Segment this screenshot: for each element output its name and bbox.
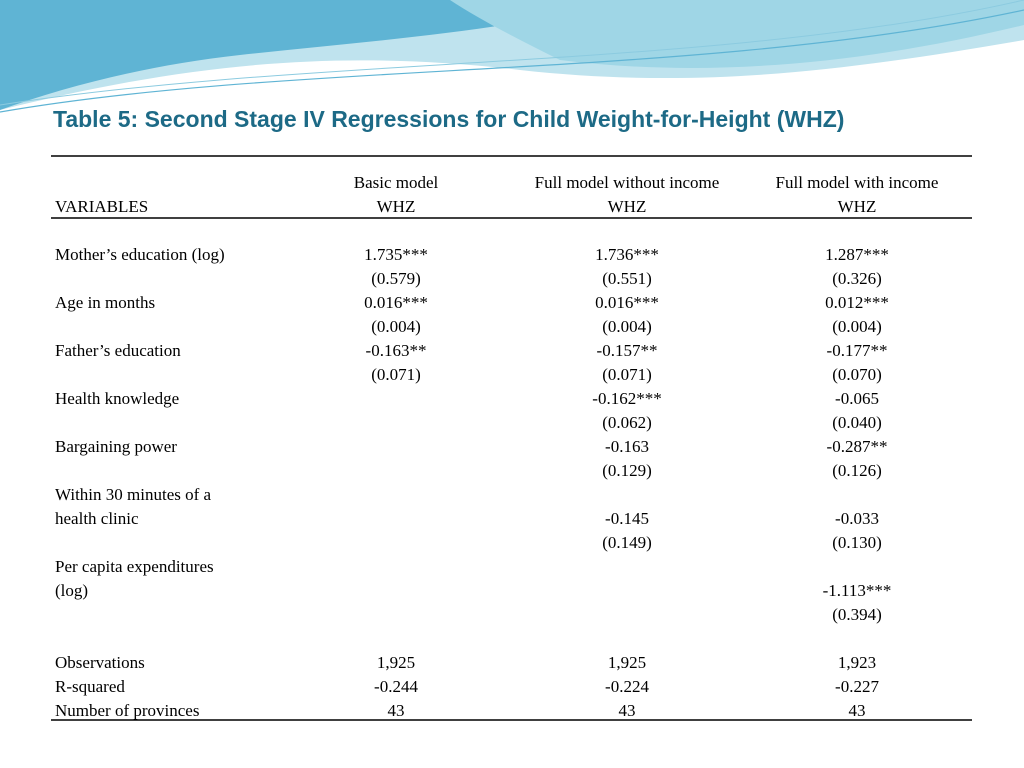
row-cell: -0.162***	[592, 389, 661, 408]
row-label: Per capita expenditures	[55, 557, 214, 576]
wave-line	[0, 9, 1024, 113]
slide-title: Table 5: Second Stage IV Regressions for…	[53, 106, 844, 132]
wave	[0, 0, 620, 110]
row-cell: 0.016***	[364, 293, 428, 312]
header-cell: Full model with income	[776, 173, 939, 192]
row-label: Age in months	[55, 293, 155, 312]
row-cell: -0.287**	[827, 437, 888, 456]
row-cell: (0.130)	[832, 533, 882, 552]
row-cell: -0.145	[605, 509, 649, 528]
row-cell: 1.735***	[364, 245, 428, 264]
row-cell: 1,923	[838, 653, 876, 672]
row-label: Observations	[55, 653, 145, 672]
row-label: R-squared	[55, 677, 125, 696]
row-cell: (0.004)	[832, 317, 882, 336]
row-cell: (0.326)	[832, 269, 882, 288]
row-cell: -0.033	[835, 509, 879, 528]
row-label: Father’s education	[55, 341, 181, 360]
row-cell: (0.129)	[602, 461, 652, 480]
row-label: Within 30 minutes of a	[55, 485, 212, 504]
row-cell: (0.040)	[832, 413, 882, 432]
row-cell: 0.016***	[595, 293, 659, 312]
row-cell: -1.113***	[823, 581, 892, 600]
row-cell: -0.224	[605, 677, 649, 696]
row-cell: -0.065	[835, 389, 879, 408]
row-cell: -0.177**	[827, 341, 888, 360]
row-cell: 0.012***	[825, 293, 889, 312]
row-cell: 1,925	[377, 653, 415, 672]
header-cell: WHZ	[608, 197, 647, 216]
row-cell: (0.004)	[371, 317, 421, 336]
row-cell: 1.287***	[825, 245, 889, 264]
row-cell: 1,925	[608, 653, 646, 672]
row-label: Number of provinces	[55, 701, 199, 720]
row-cell: (0.062)	[602, 413, 652, 432]
wave	[450, 0, 1024, 68]
header-cell: WHZ	[377, 197, 416, 216]
header-label: VARIABLES	[55, 197, 148, 216]
row-cell: (0.551)	[602, 269, 652, 288]
row-cell: (0.071)	[602, 365, 652, 384]
header-cell: WHZ	[838, 197, 877, 216]
row-cell: 43	[388, 701, 405, 720]
row-cell: -0.227	[835, 677, 879, 696]
wave-line	[0, 0, 1024, 106]
row-label: Health knowledge	[55, 389, 179, 408]
row-label: Mother’s education (log)	[55, 245, 225, 264]
row-cell: -0.163**	[366, 341, 427, 360]
row-cell: -0.244	[374, 677, 418, 696]
row-cell: (0.071)	[371, 365, 421, 384]
row-cell: 43	[619, 701, 636, 720]
row-cell: (0.126)	[832, 461, 882, 480]
row-label: (log)	[55, 581, 88, 600]
row-cell: (0.149)	[602, 533, 652, 552]
row-cell: (0.394)	[832, 605, 882, 624]
header-cell: Full model without income	[535, 173, 720, 192]
row-label: health clinic	[55, 509, 139, 528]
header-cell: Basic model	[354, 173, 439, 192]
row-label: Bargaining power	[55, 437, 177, 456]
row-cell: 43	[849, 701, 866, 720]
row-cell: -0.157**	[597, 341, 658, 360]
row-cell: (0.579)	[371, 269, 421, 288]
row-cell: -0.163	[605, 437, 649, 456]
row-cell: 1.736***	[595, 245, 659, 264]
row-cell: (0.004)	[602, 317, 652, 336]
row-cell: (0.070)	[832, 365, 882, 384]
